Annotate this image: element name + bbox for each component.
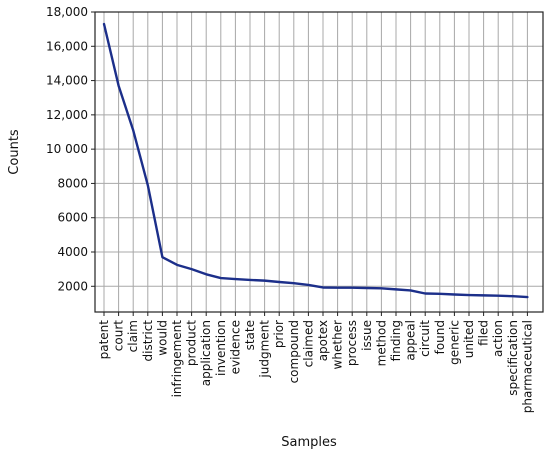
series-layer (102, 22, 529, 299)
y-tick-label: 4000 (57, 245, 88, 259)
x-tick-label: claimed (301, 320, 315, 367)
y-tick-label: 16,000 (46, 39, 88, 53)
x-tick-label: application (199, 320, 213, 386)
y-tick-label: 10 000 (46, 142, 88, 156)
data-series-line (102, 22, 529, 299)
x-tick-label: product (185, 320, 199, 366)
y-tick-label: 18,000 (46, 5, 88, 19)
x-tick-label: circuit (418, 320, 432, 357)
x-tick-label: method (374, 320, 388, 366)
x-tick-label: patent (97, 320, 111, 360)
y-tick-label: 14,000 (46, 74, 88, 88)
x-tick-label: compound (287, 320, 301, 383)
y-tick-label: 2000 (57, 279, 88, 293)
x-tick-label: prior (272, 320, 286, 348)
x-tick-label: generic (447, 320, 461, 365)
x-tick-label: finding (389, 320, 403, 361)
x-tick-label: claim (126, 320, 140, 352)
x-tick-label: filed (477, 320, 491, 346)
axes-layer (91, 11, 544, 316)
x-tick-label: invention (214, 320, 228, 376)
grid-layer (95, 11, 543, 312)
y-axis-title: Counts (7, 129, 22, 175)
x-tick-label: appeal (404, 320, 418, 361)
x-tick-label: state (243, 320, 257, 350)
x-tick-label: united (462, 320, 476, 358)
x-tick-label: action (491, 320, 505, 357)
y-tick-label: 8000 (57, 176, 88, 190)
x-tick-label: evidence (228, 320, 242, 374)
x-tick-label: infringement (170, 320, 184, 398)
x-tick-label: district (141, 320, 155, 362)
x-tick-label: specification (506, 320, 520, 396)
x-tick-label: apotex (316, 320, 330, 361)
x-tick-label: whether (331, 320, 345, 369)
x-tick-label: found (433, 320, 447, 354)
x-tick-label: pharmaceutical (520, 320, 534, 413)
y-tick-label: 6000 (57, 211, 88, 225)
x-tick-label: would (155, 320, 169, 356)
labels-layer: 2000 4000 6000 8000 10 000 12,000 14,000 16,000… (7, 5, 534, 450)
y-tick-label: 12,000 (46, 108, 88, 122)
plot-frame (94, 11, 544, 313)
x-tick-label: judgment (258, 320, 272, 379)
x-tick-label: court (112, 320, 126, 351)
x-tick-label: process (345, 320, 359, 366)
x-tick-label: issue (360, 320, 374, 351)
x-axis-title: Samples (281, 435, 337, 450)
